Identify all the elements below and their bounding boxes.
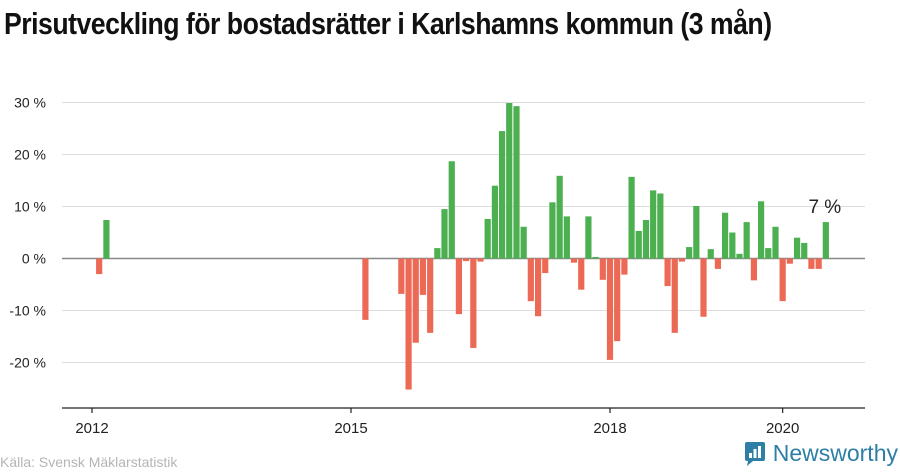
bar <box>721 212 729 259</box>
bar <box>815 258 822 269</box>
y-tick-label: 0 % <box>22 251 46 267</box>
labels: 30 % 20 % 10 % 0 % -10 % -20 % 2012 2015 2018 202… <box>9 95 841 438</box>
y-tick-label: 30 % <box>14 95 46 111</box>
bar <box>614 258 621 342</box>
bar <box>498 131 506 259</box>
source-note: Källa: Svensk Mäklarstatistik <box>0 454 178 470</box>
bar <box>434 248 441 259</box>
bar <box>599 258 606 280</box>
last-value-label: 7 % <box>808 197 841 218</box>
y-tick-label: -20 % <box>9 355 46 371</box>
bar <box>779 258 786 302</box>
bar <box>729 232 736 259</box>
bar <box>578 258 585 290</box>
bar <box>527 258 534 302</box>
bar <box>477 258 484 262</box>
bar <box>491 185 499 259</box>
bar <box>534 258 542 317</box>
bar <box>405 258 412 390</box>
bar <box>484 218 491 259</box>
bar <box>678 258 686 262</box>
bar <box>635 230 642 259</box>
bar <box>96 258 103 275</box>
bar <box>736 253 743 259</box>
bar <box>362 258 369 320</box>
bar <box>714 258 722 269</box>
bar <box>398 258 405 294</box>
x-tick-label: 2015 <box>334 420 367 437</box>
y-tick-label: -10 % <box>9 303 46 319</box>
bar <box>103 220 110 259</box>
bar <box>750 258 758 281</box>
bar <box>664 258 671 287</box>
bar <box>650 190 657 259</box>
y-tick-label: 20 % <box>14 147 46 163</box>
bar <box>412 258 419 343</box>
bar <box>686 247 693 259</box>
bar <box>642 220 650 259</box>
bar <box>549 202 556 259</box>
newsworthy-icon <box>744 441 765 466</box>
bar <box>470 258 477 348</box>
bar <box>786 258 793 264</box>
bar <box>556 175 563 259</box>
bar <box>765 248 772 259</box>
bar <box>441 209 448 259</box>
bar <box>793 237 801 259</box>
bars <box>96 103 829 390</box>
x-tick-label: 2020 <box>766 420 799 437</box>
bar <box>448 161 455 259</box>
bar <box>757 201 765 259</box>
bar <box>455 258 463 315</box>
bar <box>772 226 779 259</box>
bar <box>563 216 570 259</box>
bar <box>606 258 614 360</box>
bar <box>801 242 808 259</box>
x-tick-label: 2018 <box>593 420 626 437</box>
brand-name: Newsworthy <box>772 440 898 466</box>
bar <box>700 258 707 317</box>
bar <box>621 258 628 275</box>
bar <box>808 258 815 269</box>
bar <box>542 258 549 274</box>
axes <box>62 407 865 413</box>
y-tick-label: 10 % <box>14 199 46 215</box>
bar <box>657 193 664 259</box>
chart-title: Prisutveckling för bostadsrätter i Karls… <box>4 6 772 41</box>
x-tick-label: 2012 <box>75 420 108 437</box>
bar <box>419 258 427 295</box>
bar <box>671 258 678 333</box>
bar <box>743 222 750 259</box>
bar <box>822 222 829 259</box>
bar <box>707 249 714 259</box>
bar <box>462 258 470 262</box>
bar <box>628 176 635 259</box>
bar <box>570 258 578 263</box>
bar <box>592 256 599 259</box>
newsworthy-logo[interactable]: Newsworthy <box>743 440 898 467</box>
bar <box>693 205 700 259</box>
bar <box>520 226 527 259</box>
bar <box>427 258 434 333</box>
bar <box>513 106 520 259</box>
bar <box>506 103 513 259</box>
bar <box>585 216 592 259</box>
